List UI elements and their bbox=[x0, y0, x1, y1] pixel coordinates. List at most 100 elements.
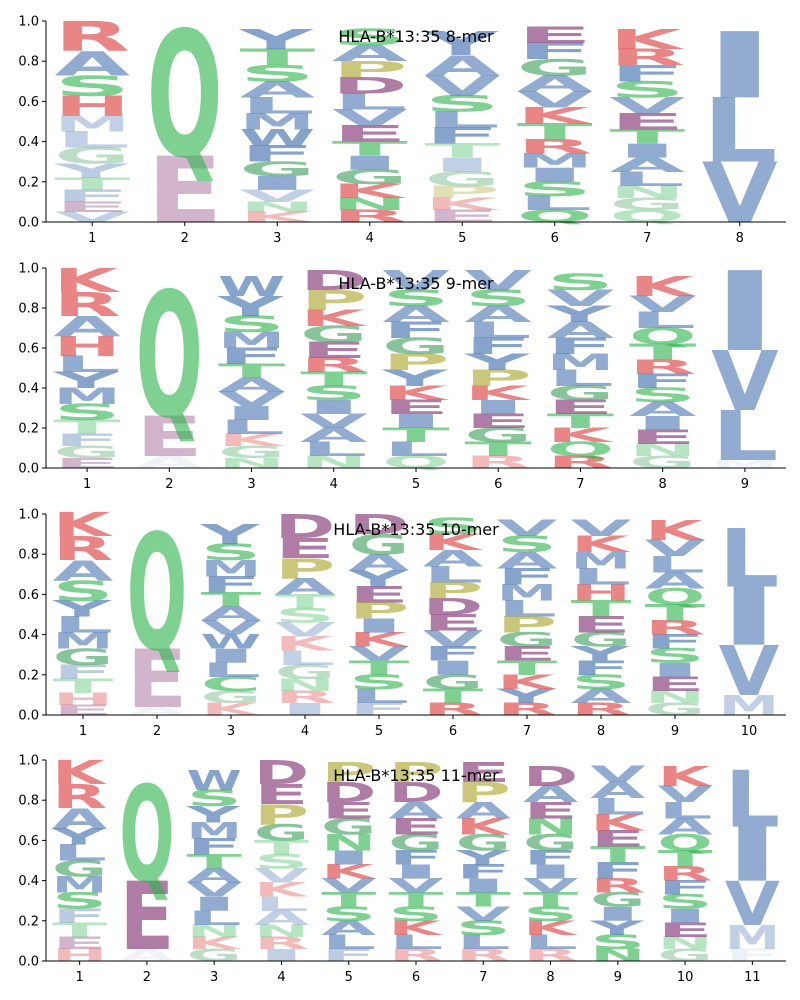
logo-letter-P: P bbox=[456, 777, 511, 809]
logo-letter-G: G bbox=[332, 166, 408, 189]
logo-letter-R: R bbox=[571, 700, 632, 719]
logo-letter-R: R bbox=[658, 863, 713, 885]
logo-letter-A: A bbox=[201, 603, 262, 625]
y-tick-label: 0.0 bbox=[18, 216, 39, 231]
x-tick-label: 9 bbox=[614, 970, 622, 985]
y-tick-label: 1.0 bbox=[18, 15, 39, 30]
logo-letter-K: K bbox=[53, 261, 120, 299]
logo-letter-A: A bbox=[609, 154, 685, 177]
logo-letter-L: L bbox=[456, 931, 511, 953]
logo-letter-A: A bbox=[645, 568, 706, 594]
logo-letter-P: P bbox=[321, 757, 376, 789]
logo-letter-D: D bbox=[423, 594, 484, 620]
logo-letter-F: F bbox=[571, 657, 632, 679]
logo-letter-Y: Y bbox=[381, 366, 450, 391]
logo-letter-L: L bbox=[658, 798, 713, 824]
logo-letter-T: T bbox=[547, 410, 615, 432]
x-tick-label: 2 bbox=[153, 724, 161, 739]
logo-letter-R: R bbox=[523, 946, 578, 965]
logo-letter-G: G bbox=[382, 334, 449, 360]
logo-letter-A: A bbox=[590, 778, 645, 803]
y-tick-label: 0.0 bbox=[18, 709, 39, 724]
logo-letter-L: L bbox=[275, 647, 336, 669]
logo-letter-G: G bbox=[53, 644, 114, 670]
logo-letter-F: F bbox=[645, 631, 706, 653]
logo-letter-R: R bbox=[609, 45, 685, 71]
x-tick-label: 3 bbox=[247, 477, 255, 492]
logo-letter-T: T bbox=[300, 368, 368, 390]
logo-letter-T: T bbox=[332, 138, 408, 160]
logo-letter-A: A bbox=[275, 574, 336, 600]
logo-letter-N: N bbox=[187, 922, 242, 941]
logo-letter-S: S bbox=[254, 851, 309, 873]
x-tick-label: 5 bbox=[345, 970, 353, 985]
logo-letter-G: G bbox=[465, 425, 532, 447]
logo-letter-N: N bbox=[523, 814, 578, 840]
logo-letter-E: E bbox=[382, 396, 449, 418]
logo-letter-V: V bbox=[349, 643, 410, 665]
logo-letter-E: E bbox=[629, 426, 696, 448]
logo-letter-G: G bbox=[54, 143, 130, 169]
logo-letter-V: V bbox=[725, 869, 780, 940]
logo-letter-E: E bbox=[52, 934, 107, 953]
logo-letter-F: F bbox=[609, 61, 685, 87]
logo-letter-V: V bbox=[609, 93, 685, 119]
logo-letter-H: H bbox=[53, 690, 114, 709]
logo-letter-L: L bbox=[321, 931, 376, 953]
logo-letter-G: G bbox=[201, 688, 262, 707]
logo-letter-F: F bbox=[321, 946, 376, 965]
logo-letter-E: E bbox=[254, 779, 309, 811]
logo-letter-E: E bbox=[465, 410, 532, 432]
logo-letter-D: D bbox=[321, 777, 376, 809]
logo-letter-V: V bbox=[254, 865, 310, 887]
logo-letter-P: P bbox=[382, 350, 449, 376]
logo-letter-F: F bbox=[547, 334, 614, 359]
logo-letter-F: F bbox=[423, 643, 484, 665]
logo-letter-S: S bbox=[609, 77, 685, 103]
logo-letter-K: K bbox=[382, 383, 450, 405]
y-tick-label: 0.2 bbox=[18, 914, 39, 929]
logo-letter-D: D bbox=[254, 754, 309, 792]
logo-letter-V: V bbox=[187, 879, 243, 901]
logo-letter-K: K bbox=[218, 431, 286, 450]
x-tick-label: 3 bbox=[273, 231, 281, 246]
logo-letter-F: F bbox=[388, 847, 443, 869]
logo-letter-E: E bbox=[658, 919, 713, 941]
logo-letter-P: P bbox=[388, 757, 443, 789]
logo-letter-H: H bbox=[54, 90, 130, 122]
logo-letter-S: S bbox=[547, 270, 614, 295]
logo-letter-M: M bbox=[53, 628, 114, 654]
logo-letter-I: I bbox=[388, 861, 443, 883]
logo-letter-F: F bbox=[725, 946, 780, 965]
logo-letter-L: L bbox=[702, 80, 778, 183]
logo-letter-N: N bbox=[629, 441, 696, 460]
logo-letter-Y: Y bbox=[495, 685, 557, 708]
y-tick-label: 0.8 bbox=[18, 548, 39, 563]
logo-letter-A: A bbox=[456, 798, 511, 823]
logo-letter-K: K bbox=[547, 425, 615, 447]
logo-letter-I: I bbox=[702, 14, 778, 119]
logo-letter-S: S bbox=[645, 645, 706, 667]
logo-letter-D: D bbox=[275, 508, 336, 546]
logo-letter-R: R bbox=[590, 875, 645, 897]
logo-letter-Y: Y bbox=[53, 160, 129, 183]
logo-letter-T: T bbox=[54, 174, 130, 193]
logo-letter-S: S bbox=[332, 25, 408, 51]
logo-panel-2: EGFTSMYLHARKAEQNGKLIVATFMSYWNLAVISTREGKP… bbox=[18, 249, 786, 492]
logo-letter-M: M bbox=[54, 112, 130, 138]
logo-letter-G: G bbox=[424, 168, 500, 191]
logo-letter-R: R bbox=[547, 453, 614, 472]
logo-letter-Q: Q bbox=[658, 830, 713, 855]
logo-letter-K: K bbox=[300, 306, 367, 331]
x-tick-label: 4 bbox=[277, 970, 285, 985]
logo-letter-F: F bbox=[497, 564, 558, 590]
logo-letter-K: K bbox=[571, 532, 632, 558]
logo-stack: VLI bbox=[702, 14, 778, 242]
logo-letter-G: G bbox=[187, 946, 242, 965]
logo-panel-1: VEFTYGLMHSAREQKNVIGFWMLASTYRNKGITEVLDPAS… bbox=[18, 0, 786, 246]
